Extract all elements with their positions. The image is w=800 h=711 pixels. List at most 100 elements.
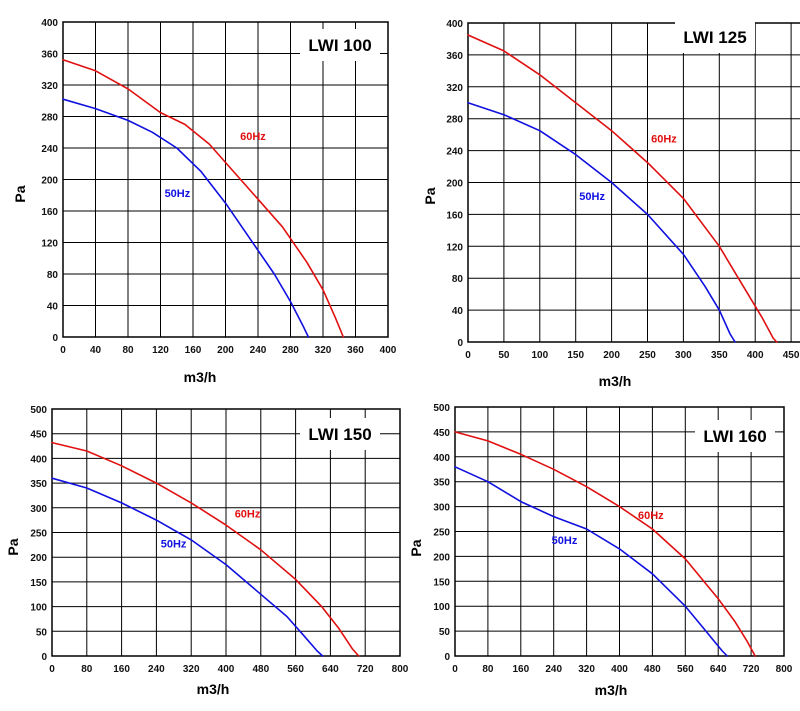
y-tick-label: 320	[41, 81, 58, 92]
y-tick-label: 400	[41, 18, 58, 29]
x-tick-label: 800	[776, 664, 793, 675]
series-label-50hz: 50Hz	[165, 188, 191, 200]
y-tick-label: 0	[41, 652, 47, 663]
x-tick-label: 360	[347, 345, 364, 356]
y-tick-label: 100	[30, 603, 47, 614]
x-tick-label: 560	[677, 664, 694, 675]
y-tick-label: 300	[433, 503, 450, 514]
x-tick-label: 100	[531, 350, 548, 361]
x-axis-title: m3/h	[184, 369, 217, 385]
y-tick-label: 200	[41, 176, 58, 187]
chart-title-box	[695, 420, 775, 452]
x-tick-label: 80	[81, 664, 93, 675]
y-tick-label: 160	[41, 207, 58, 218]
y-tick-label: 80	[452, 274, 464, 285]
chart-lwi-125: 0501001502002503003504004505000408012016…	[422, 19, 800, 389]
chart-lwi-150: 0 80 160 240 320 400 480 560 640 720 800 0 50 100 150 2…	[5, 405, 409, 697]
chart-panel-lwi-125: 0501001502002503003504004505000408012016…	[405, 0, 800, 389]
x-tick-label: 800	[392, 664, 409, 675]
y-tick-label: 120	[41, 239, 58, 250]
x-tick-label: 200	[217, 345, 234, 356]
chart-title-box	[300, 418, 380, 450]
y-tick-label: 450	[30, 430, 47, 441]
x-tick-label: 200	[603, 350, 620, 361]
chart-title-box	[300, 29, 380, 61]
y-tick-label: 150	[433, 577, 450, 588]
x-tick-label: 0	[465, 350, 471, 361]
chart-lwi-160: 0 80 160 240 320 400 480 560 640 720 800 0 50 100 150 2…	[408, 403, 793, 698]
chart-title-box	[675, 21, 755, 53]
chart-panel-lwi-100: 0 40 80 120 160 200 240 280 320 360 400 0 40 80 120 160…	[0, 0, 400, 385]
y-tick-label: 400	[446, 19, 463, 30]
series-line-60hz	[467, 34, 778, 343]
y-tick-label: 350	[433, 478, 450, 489]
y-tick-label: 200	[30, 553, 47, 564]
chart-lwi-100: 0 40 80 120 160 200 240 280 320 360 400 0 40 80 120 160…	[12, 18, 397, 385]
series-label-50hz: 50Hz	[552, 535, 578, 547]
series-line-60hz	[51, 441, 360, 657]
y-tick-label: 40	[452, 306, 464, 317]
x-tick-label: 320	[578, 664, 595, 675]
chart-title: LWI 150	[308, 425, 371, 444]
y-tick-label: 200	[446, 179, 463, 190]
y-tick-label: 0	[444, 652, 450, 663]
x-tick-label: 400	[747, 350, 764, 361]
plot-frame	[51, 408, 401, 657]
y-tick-label: 120	[446, 242, 463, 253]
x-tick-label: 350	[711, 350, 728, 361]
x-tick-label: 450	[783, 350, 800, 361]
y-tick-label: 240	[446, 147, 463, 158]
y-tick-label: 320	[446, 83, 463, 94]
y-tick-label: 40	[47, 302, 59, 313]
x-axis-title: m3/h	[595, 682, 628, 698]
y-tick-label: 50	[439, 627, 451, 638]
chart-title: LWI 100	[308, 36, 371, 55]
y-tick-label: 150	[30, 578, 47, 589]
x-tick-label: 480	[644, 664, 661, 675]
series-label-50hz: 50Hz	[161, 538, 187, 550]
y-tick-label: 50	[36, 627, 48, 638]
series-line-50hz	[467, 102, 736, 343]
y-axis-title: Pa	[5, 538, 21, 555]
x-tick-label: 640	[322, 664, 339, 675]
x-tick-label: 480	[252, 664, 269, 675]
y-tick-label: 240	[41, 144, 58, 155]
y-tick-label: 280	[41, 113, 58, 124]
x-tick-label: 0	[452, 664, 458, 675]
plot-frame	[467, 22, 800, 343]
x-tick-label: 400	[218, 664, 235, 675]
x-tick-label: 720	[743, 664, 760, 675]
plot-frame	[454, 406, 785, 657]
series-label-60hz: 60Hz	[638, 510, 664, 522]
x-tick-label: 80	[482, 664, 494, 675]
x-tick-label: 50	[498, 350, 510, 361]
y-tick-label: 500	[30, 405, 47, 416]
series-label-60hz: 60Hz	[651, 134, 677, 146]
y-axis-title: Pa	[408, 539, 424, 556]
y-tick-label: 80	[47, 270, 59, 281]
y-axis-title: Pa	[422, 187, 438, 204]
y-tick-label: 500	[433, 403, 450, 414]
x-tick-label: 40	[90, 345, 102, 356]
x-axis-title: m3/h	[197, 681, 230, 697]
x-tick-label: 250	[639, 350, 656, 361]
series-line-60hz	[62, 58, 345, 338]
y-tick-label: 360	[41, 50, 58, 61]
y-tick-label: 450	[433, 428, 450, 439]
x-tick-label: 160	[512, 664, 529, 675]
chart-panel-lwi-160: 0 80 160 240 320 400 480 560 640 720 800 0 50 100 150 2…	[405, 395, 800, 711]
y-tick-label: 0	[457, 338, 463, 349]
x-tick-label: 240	[250, 345, 267, 356]
x-tick-label: 720	[357, 664, 374, 675]
x-axis-title: m3/h	[599, 373, 632, 389]
x-tick-label: 560	[287, 664, 304, 675]
x-tick-label: 640	[710, 664, 727, 675]
y-tick-label: 280	[446, 115, 463, 126]
y-tick-label: 160	[446, 210, 463, 221]
x-tick-label: 400	[611, 664, 628, 675]
x-tick-label: 240	[545, 664, 562, 675]
x-tick-label: 150	[567, 350, 584, 361]
x-tick-label: 160	[185, 345, 202, 356]
y-tick-label: 400	[433, 453, 450, 464]
x-tick-label: 80	[122, 345, 134, 356]
